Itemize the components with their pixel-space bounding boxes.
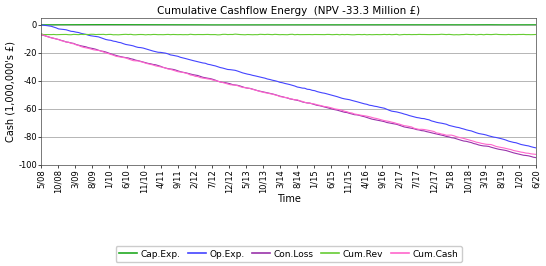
Cum.Cash: [508, 148, 514, 151]
Op.Exp.: [58, 28, 64, 31]
Cap.Exp.: [495, 23, 502, 26]
Con.Loss: [68, 41, 74, 44]
Cum.Cash: [38, 33, 45, 36]
Cum.Rev: [68, 33, 74, 36]
Con.Loss: [508, 150, 514, 153]
Cum.Rev: [58, 33, 64, 36]
Cap.Exp.: [533, 23, 539, 26]
Cum.Rev: [511, 33, 517, 36]
Line: Op.Exp.: Op.Exp.: [41, 25, 536, 148]
Con.Loss: [58, 39, 64, 42]
Cum.Rev: [170, 33, 176, 36]
Con.Loss: [38, 33, 45, 36]
Cum.Cash: [170, 69, 176, 72]
Line: Con.Loss: Con.Loss: [41, 35, 536, 158]
Cum.Rev: [533, 33, 539, 36]
Op.Exp.: [490, 135, 497, 139]
Cap.Exp.: [133, 23, 139, 26]
Cap.Exp.: [73, 23, 79, 26]
Op.Exp.: [130, 44, 136, 47]
Cap.Exp.: [68, 23, 74, 26]
Y-axis label: Cash (1,000,000's £): Cash (1,000,000's £): [5, 41, 15, 142]
Legend: Cap.Exp., Op.Exp., Con.Loss, Cum.Rev, Cum.Cash: Cap.Exp., Op.Exp., Con.Loss, Cum.Rev, Cu…: [116, 246, 461, 262]
Op.Exp.: [68, 30, 74, 33]
Cum.Rev: [396, 33, 402, 36]
Con.Loss: [130, 58, 136, 61]
Cap.Exp.: [513, 23, 519, 26]
Cum.Rev: [38, 32, 45, 35]
Line: Cap.Exp.: Cap.Exp.: [41, 24, 536, 25]
Cap.Exp.: [38, 23, 45, 26]
Op.Exp.: [170, 54, 176, 57]
Cum.Cash: [490, 144, 497, 147]
Op.Exp.: [533, 146, 539, 149]
Op.Exp.: [38, 23, 45, 27]
Cum.Cash: [68, 42, 74, 45]
Op.Exp.: [508, 140, 514, 143]
Con.Loss: [490, 146, 497, 149]
Con.Loss: [170, 68, 176, 71]
Line: Cum.Rev: Cum.Rev: [41, 34, 536, 35]
Cap.Exp.: [269, 23, 276, 26]
X-axis label: Time: Time: [277, 194, 300, 205]
Title: Cumulative Cashflow Energy  (NPV -33.3 Million £): Cumulative Cashflow Energy (NPV -33.3 Mi…: [157, 6, 420, 15]
Cum.Rev: [130, 33, 136, 36]
Cap.Exp.: [172, 23, 179, 26]
Cap.Exp.: [58, 23, 64, 26]
Line: Cum.Cash: Cum.Cash: [41, 35, 536, 154]
Con.Loss: [533, 156, 539, 159]
Cum.Rev: [493, 33, 500, 36]
Cum.Cash: [533, 153, 539, 156]
Cum.Cash: [58, 39, 64, 42]
Cum.Cash: [130, 59, 136, 62]
